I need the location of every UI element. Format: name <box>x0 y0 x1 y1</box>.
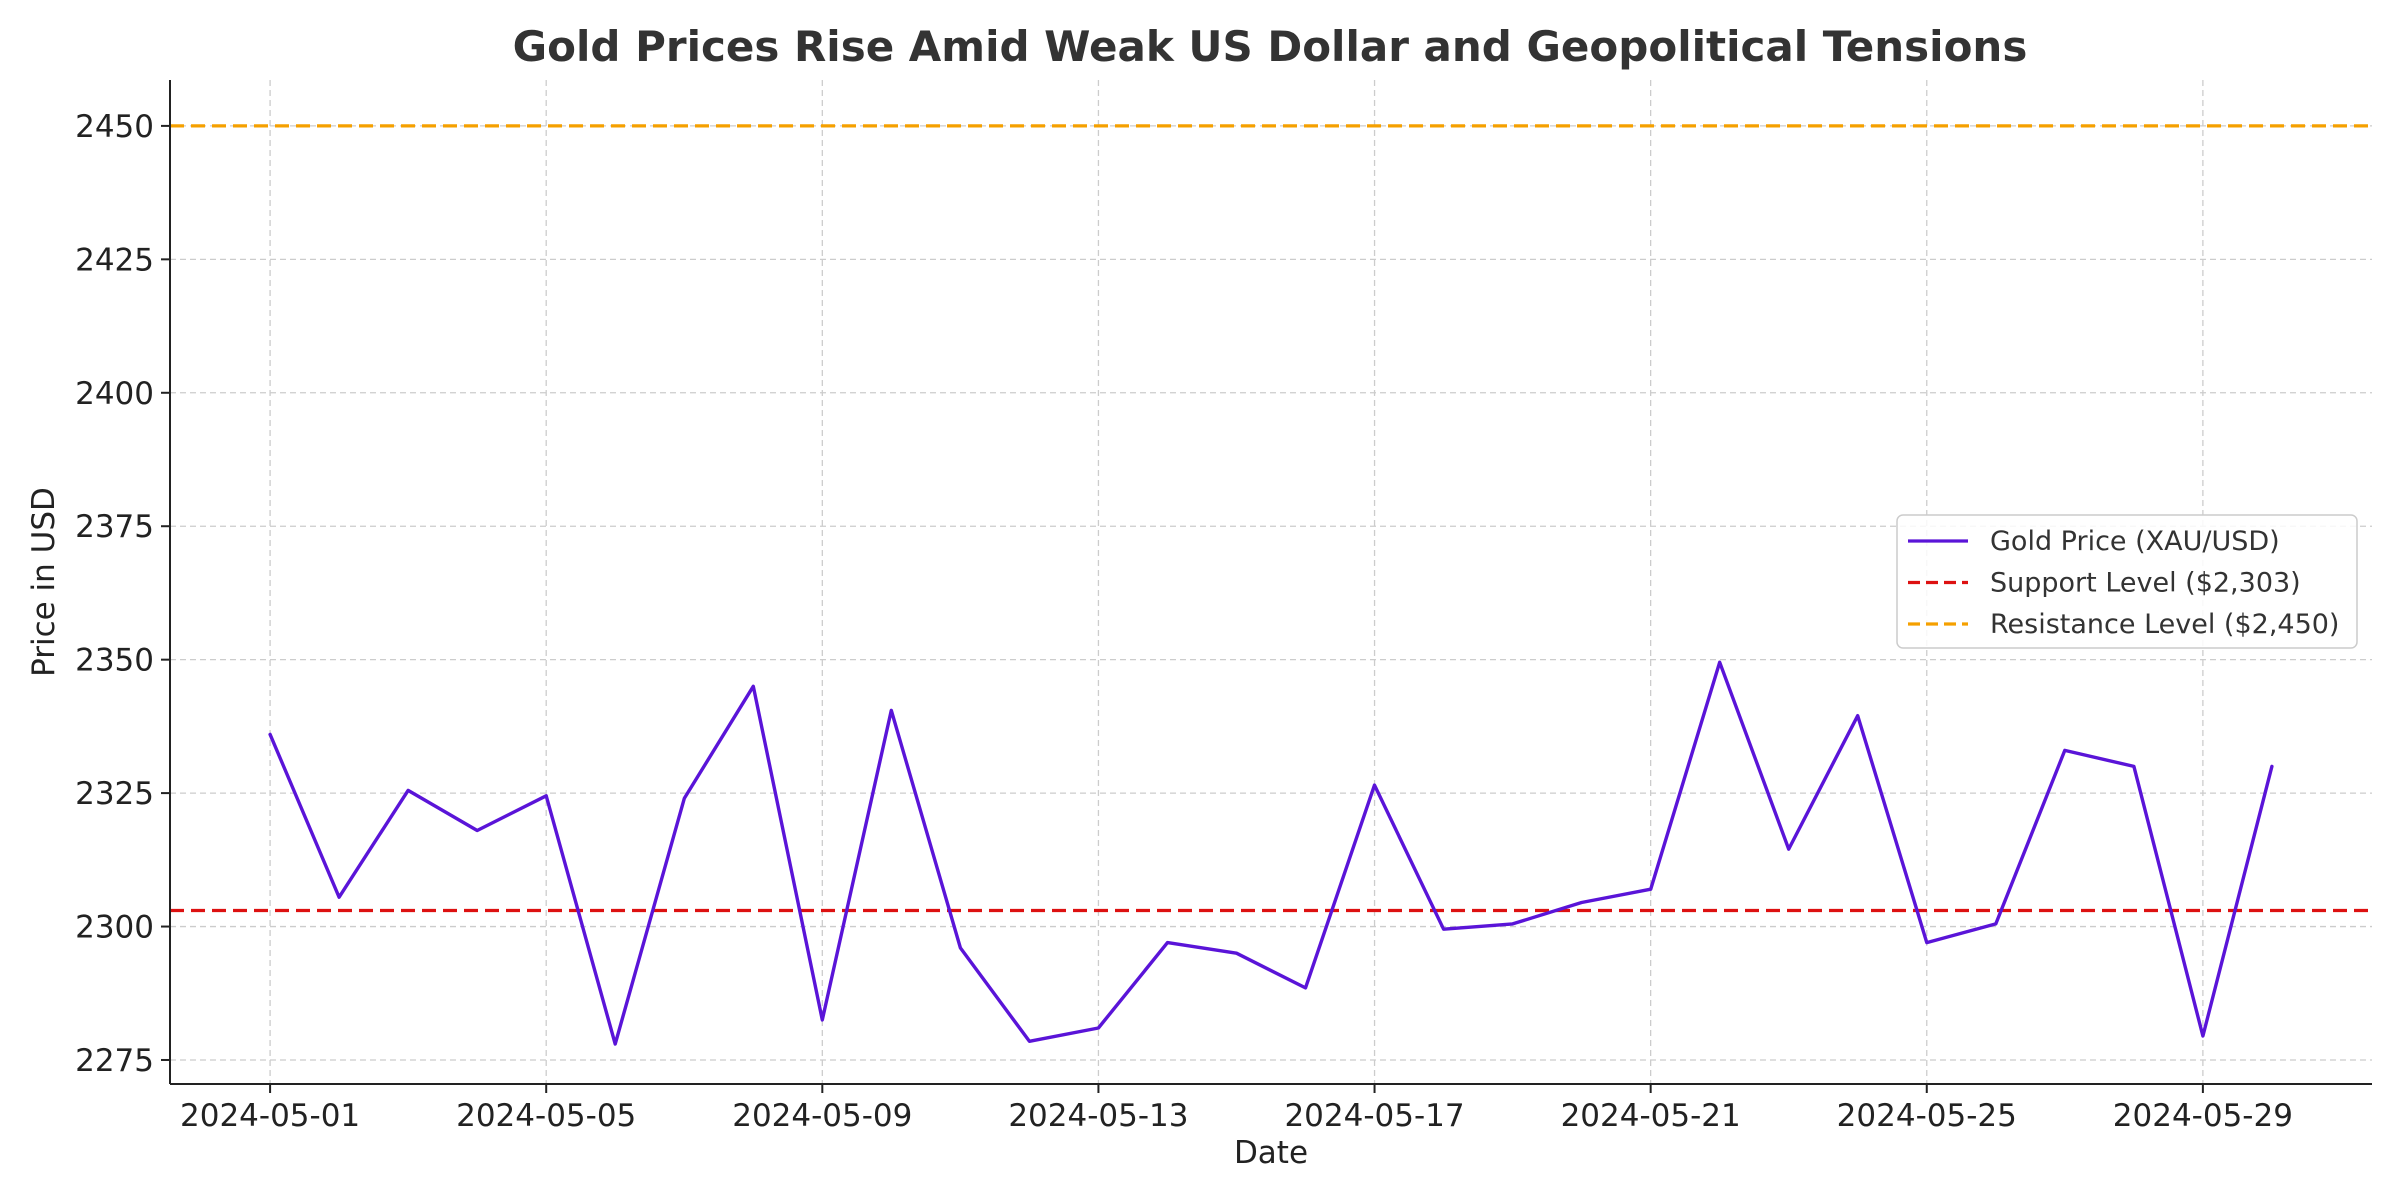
y-tick-label: 2375 <box>75 509 154 545</box>
legend-label: Resistance Level ($2,450) <box>1990 609 2339 640</box>
y-tick-label: 2425 <box>75 242 154 278</box>
x-tick-label: 2024-05-01 <box>180 1098 360 1134</box>
y-tick-label: 2325 <box>75 776 154 812</box>
legend-support-level: Support Level ($2,303) <box>1908 568 2301 599</box>
gold-price-line <box>268 660 2274 1046</box>
axes <box>169 80 2372 1085</box>
x-tick-label: 2024-05-05 <box>456 1098 636 1134</box>
x-tick-label: 2024-05-17 <box>1284 1098 1464 1134</box>
series-layer <box>268 660 2274 1046</box>
x-tick-label: 2024-05-29 <box>2113 1098 2293 1134</box>
x-tick-label: 2024-05-13 <box>1008 1098 1188 1134</box>
reference-lines <box>170 124 2372 913</box>
legend-label: Gold Price (XAU/USD) <box>1990 526 2280 557</box>
x-axis-label: Date <box>1234 1135 1308 1171</box>
y-axis-label: Price in USD <box>26 487 62 677</box>
y-tick-label: 2400 <box>75 376 154 412</box>
chart-title: Gold Prices Rise Amid Weak US Dollar and… <box>513 22 2028 71</box>
legend-frame <box>1896 514 2358 649</box>
legend-resistance-level: Resistance Level ($2,450) <box>1908 609 2339 640</box>
legend-gold-price: Gold Price (XAU/USD) <box>1908 526 2280 557</box>
y-tick-label: 2275 <box>75 1043 154 1079</box>
ticks: 2024-05-01 2024-05-05 2024-05-09 2024-05-13… <box>75 109 2293 1134</box>
x-tick-label: 2024-05-25 <box>1837 1098 2017 1134</box>
y-tick-label: 2450 <box>75 109 154 145</box>
legend-label: Support Level ($2,303) <box>1990 568 2301 599</box>
x-tick-label: 2024-05-21 <box>1561 1098 1741 1134</box>
y-tick-label: 2300 <box>75 910 154 946</box>
x-tick-label: 2024-05-09 <box>732 1098 912 1134</box>
y-tick-label: 2350 <box>75 643 154 679</box>
legend: Gold Price (XAU/USD) Support Level ($2,30… <box>1896 514 2358 649</box>
